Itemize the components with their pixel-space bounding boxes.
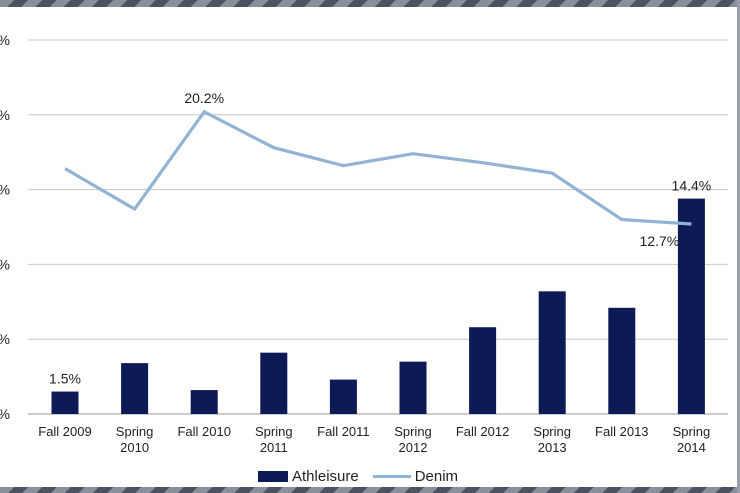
bar [538, 291, 566, 414]
data-label: 1.5% [49, 371, 81, 387]
y-tick-label: 0% [0, 107, 10, 123]
data-label: 12.7% [640, 233, 680, 249]
x-tick-label: Spring 2011 [255, 424, 293, 455]
x-tick-label: Spring 2010 [116, 424, 154, 455]
bar [608, 307, 636, 414]
x-tick-label: Fall 2012 [456, 424, 509, 439]
legend-swatch-athleisure [258, 470, 288, 482]
right-border [737, 0, 740, 493]
data-labels: 1.5% 14.4% 20.2% 12.7% [49, 90, 711, 387]
bar [190, 390, 218, 414]
x-tick-label: Fall 2009 [38, 424, 91, 439]
x-tick-label: Fall 2011 [317, 424, 370, 439]
bar [329, 379, 357, 414]
legend-label-denim: Denim [414, 467, 459, 485]
top-border [0, 0, 740, 7]
data-label: 20.2% [184, 90, 224, 106]
y-tick-label: 0% [0, 331, 10, 347]
data-label: 14.4% [672, 178, 712, 194]
series-line [64, 109, 692, 226]
denim-line [64, 109, 692, 226]
legend-item-athleisure: Athleisure [258, 468, 359, 485]
y-tick-label: 0% [0, 256, 10, 272]
bar [399, 361, 427, 414]
x-tick-label: Spring 2013 [533, 424, 571, 455]
y-axis-ticks: 0% 0% 0% 0% 0% 0% [0, 32, 10, 422]
athleisure-bars [51, 198, 705, 414]
y-tick-label: 0% [0, 406, 10, 422]
y-tick-label: 0% [0, 32, 10, 48]
bar [121, 363, 149, 414]
legend: Athleisure Denim [258, 466, 472, 486]
legend-label-athleisure: Athleisure [292, 467, 359, 485]
bottom-border [0, 487, 740, 493]
x-tick-label: Spring 2014 [673, 424, 711, 455]
bar [260, 352, 288, 414]
x-tick-label: Fall 2013 [595, 424, 648, 439]
legend-swatch-denim [372, 474, 411, 478]
y-tick-label: 0% [0, 182, 10, 198]
bar [677, 198, 705, 414]
bar [51, 391, 79, 414]
x-tick-label: Fall 2010 [177, 424, 230, 439]
x-tick-label: Spring 2012 [394, 424, 432, 455]
legend-item-denim: Denim [372, 467, 459, 485]
x-axis-ticks: Fall 2009 Spring 2010 Fall 2010 Spring 2011 Fa… [38, 424, 710, 455]
bar [469, 327, 497, 414]
